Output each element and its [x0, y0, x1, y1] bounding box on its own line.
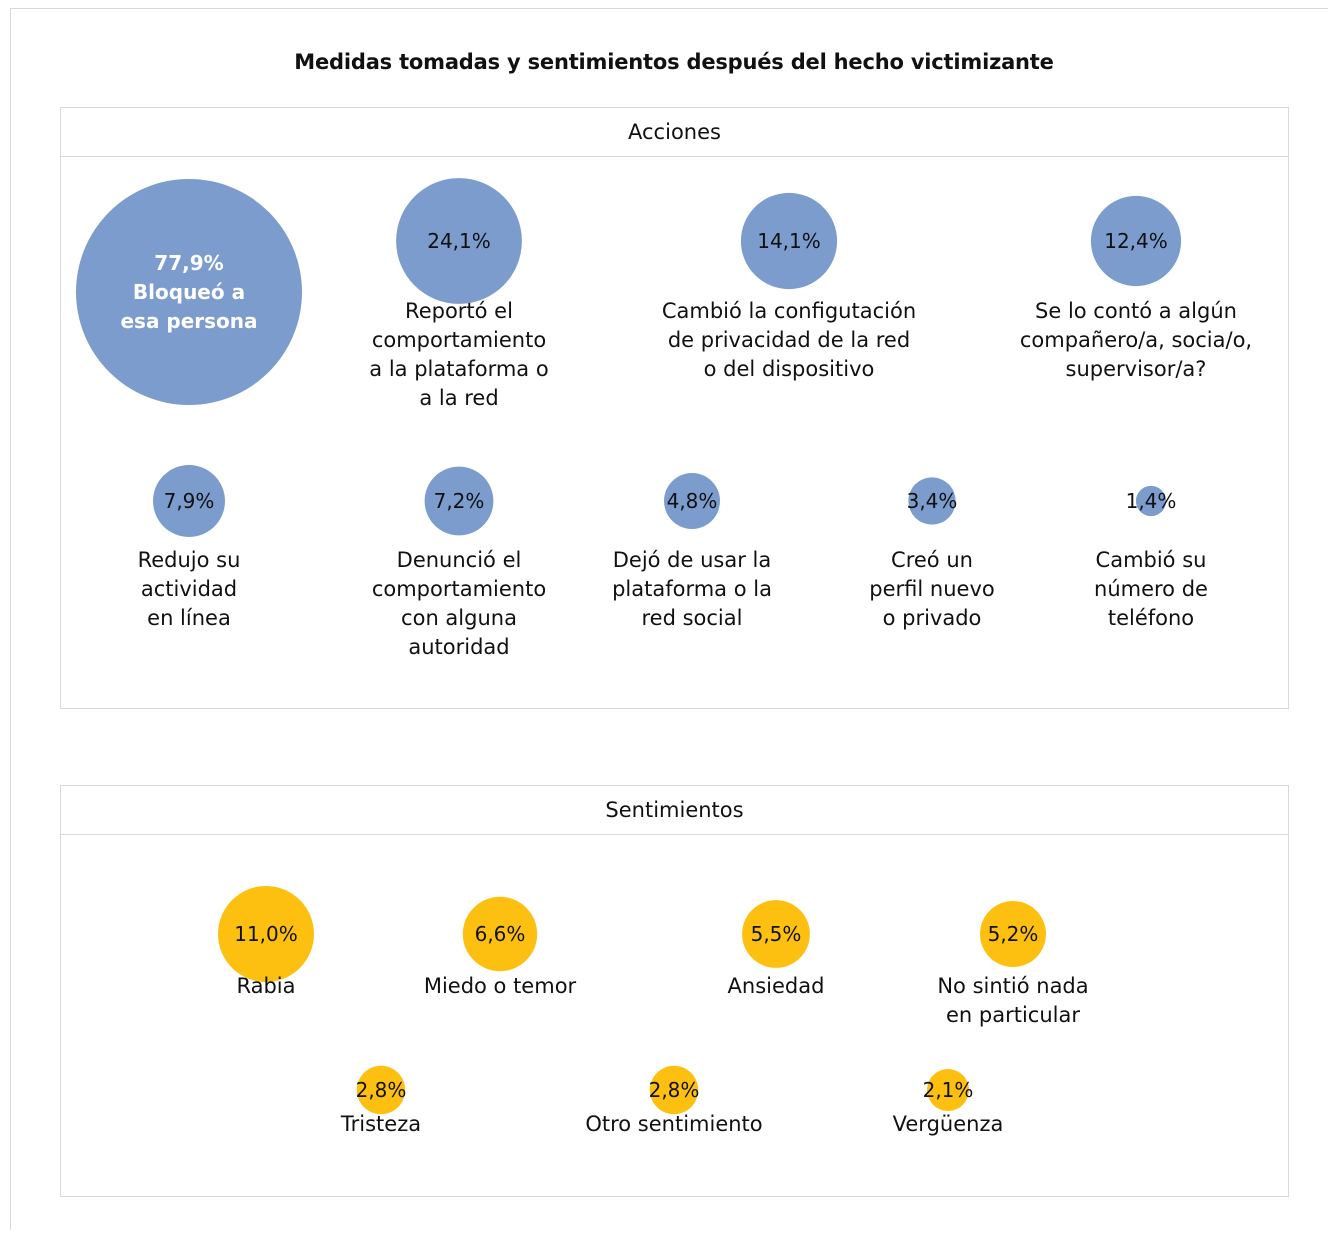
- feeling-item-1: 11,0% Rabia: [218, 886, 314, 998]
- action-value-label-8: 3,4%: [907, 489, 958, 513]
- feeling-item-2: 6,6% Miedo o temor: [424, 896, 577, 998]
- feeling-bubble-1: [218, 886, 314, 982]
- action-item-6: 7,2% Denunció el comportamiento con alguna a…: [372, 466, 546, 659]
- feeling-category-label-2: Miedo o temor: [424, 974, 577, 998]
- action-category-label-3: o del dispositivo: [704, 357, 875, 381]
- action-bubble-8: [908, 477, 956, 525]
- action-category-label-7: Dejó de usar la: [613, 548, 772, 572]
- action-item-8: 3,4% Creó un perfil nuevo o privado: [869, 477, 995, 630]
- action-category-label-2: a la plataforma o: [369, 357, 548, 381]
- feeling-category-label-3: Ansiedad: [728, 974, 825, 998]
- action-category-label-4: Se lo contó a algún: [1035, 299, 1237, 323]
- action-bubble-4: [1090, 195, 1182, 287]
- feeling-item-3: 5,5% Ansiedad: [728, 900, 825, 998]
- feeling-bubble-4: [980, 901, 1046, 967]
- action-bubble-2: [396, 178, 522, 304]
- feelings-panel: Sentimientos 11,0% Rabia 6,6% Miedo o temor…: [60, 785, 1289, 1197]
- action-category-label-8: Creó un: [891, 548, 973, 572]
- actions-bubble-chart: 77,9% Bloqueó a esa persona 24,1% Reportó el…: [76, 178, 1252, 659]
- feeling-bubble-7: [927, 1069, 969, 1111]
- feeling-value-label-1: 11,0%: [234, 922, 298, 946]
- action-bubble-1: [76, 179, 302, 405]
- feeling-category-label-4: en particular: [946, 1003, 1080, 1027]
- action-item-2: 24,1% Reportó el comportamiento a la plataf…: [369, 178, 549, 410]
- actions-panel-title: Acciones: [61, 108, 1288, 157]
- action-category-label-5: Redujo su: [138, 548, 241, 572]
- action-item-7: 4,8% Dejó de usar la plataforma o la red so…: [612, 473, 772, 630]
- feeling-value-label-6: 2,8%: [649, 1078, 700, 1102]
- feeling-category-label-1: Rabia: [236, 974, 295, 998]
- action-category-label-3: Cambió la configutación: [662, 299, 916, 323]
- action-item-1: 77,9% Bloqueó a esa persona: [76, 179, 302, 405]
- action-bubble-3: [740, 192, 838, 290]
- frame-top-line: [10, 8, 1328, 9]
- action-category-label-6: con alguna: [401, 606, 517, 630]
- action-category-label-5: actividad: [141, 577, 237, 601]
- action-bubble-9: [1135, 485, 1167, 517]
- action-category-label-3: de privacidad de la red: [668, 328, 910, 352]
- action-category-label-6: comportamiento: [372, 577, 546, 601]
- feeling-value-label-3: 5,5%: [751, 922, 802, 946]
- action-item-4: 12,4% Se lo contó a algún compañero/a, soc…: [1020, 195, 1252, 381]
- feeling-category-label-4: No sintió nada: [937, 974, 1088, 998]
- action-item-9: 1,4% Cambió su número de teléfono: [1094, 485, 1208, 630]
- action-value-label-2: 24,1%: [427, 229, 491, 253]
- feeling-item-7: 2,1% Vergüenza: [893, 1069, 1004, 1136]
- feeling-bubble-6: [649, 1065, 699, 1115]
- feeling-bubble-3: [742, 900, 810, 968]
- action-category-label-4: supervisor/a?: [1066, 357, 1207, 381]
- action-category-label-7: red social: [642, 606, 743, 630]
- frame-left-line: [10, 8, 11, 1230]
- action-category-label-2: Reportó el: [405, 299, 513, 323]
- feeling-item-4: 5,2% No sintió nada en particular: [937, 901, 1089, 1027]
- action-category-label-1: esa persona: [120, 309, 257, 333]
- action-category-label-2: comportamiento: [372, 328, 546, 352]
- action-category-label-2: a la red: [419, 386, 498, 410]
- feeling-category-label-7: Vergüenza: [893, 1112, 1004, 1136]
- action-category-label-8: o privado: [883, 606, 982, 630]
- feeling-category-label-6: Otro sentimiento: [585, 1112, 762, 1136]
- feeling-category-label-5: Tristeza: [340, 1112, 421, 1136]
- feeling-value-label-2: 6,6%: [475, 922, 526, 946]
- action-category-label-6: autoridad: [408, 635, 509, 659]
- feeling-bubble-5: [356, 1065, 406, 1115]
- feeling-bubble-2: [462, 896, 538, 972]
- action-category-label-5: en línea: [147, 606, 231, 630]
- action-category-label-9: número de: [1094, 577, 1208, 601]
- action-value-label-4: 12,4%: [1104, 229, 1168, 253]
- actions-panel: Acciones 77,9% Bloqueó a esa persona 24,1% R…: [60, 107, 1289, 709]
- action-value-label-9: 1,4%: [1126, 489, 1177, 513]
- action-bubble-5: [153, 465, 225, 537]
- feeling-value-label-4: 5,2%: [988, 922, 1039, 946]
- action-bubble-7: [664, 473, 720, 529]
- action-value-label-6: 7,2%: [434, 489, 485, 513]
- feeling-item-5: 2,8% Tristeza: [340, 1065, 421, 1136]
- action-value-label-3: 14,1%: [757, 229, 821, 253]
- action-bubble-6: [424, 466, 494, 536]
- action-category-label-9: Cambió su: [1096, 548, 1207, 572]
- chart-title: Medidas tomadas y sentimientos después d…: [294, 50, 1054, 74]
- action-category-label-6: Denunció el: [397, 548, 522, 572]
- action-category-label-9: teléfono: [1108, 606, 1194, 630]
- feeling-item-6: 2,8% Otro sentimiento: [585, 1065, 763, 1136]
- action-value-label-7: 4,8%: [667, 489, 718, 513]
- action-item-3: 14,1% Cambió la configutación de privacida…: [662, 192, 916, 381]
- feeling-value-label-5: 2,8%: [356, 1078, 407, 1102]
- action-value-label-5: 7,9%: [164, 489, 215, 513]
- action-category-label-1: Bloqueó a: [133, 280, 245, 304]
- action-category-label-7: plataforma o la: [612, 577, 772, 601]
- feelings-panel-title: Sentimientos: [61, 786, 1288, 835]
- action-category-label-4: compañero/a, socia/o,: [1020, 328, 1252, 352]
- action-item-5: 7,9% Redujo su actividad en línea: [138, 465, 241, 630]
- action-category-label-8: perfil nuevo: [869, 577, 994, 601]
- action-value-label-1: 77,9%: [154, 251, 223, 275]
- feeling-value-label-7: 2,1%: [923, 1078, 974, 1102]
